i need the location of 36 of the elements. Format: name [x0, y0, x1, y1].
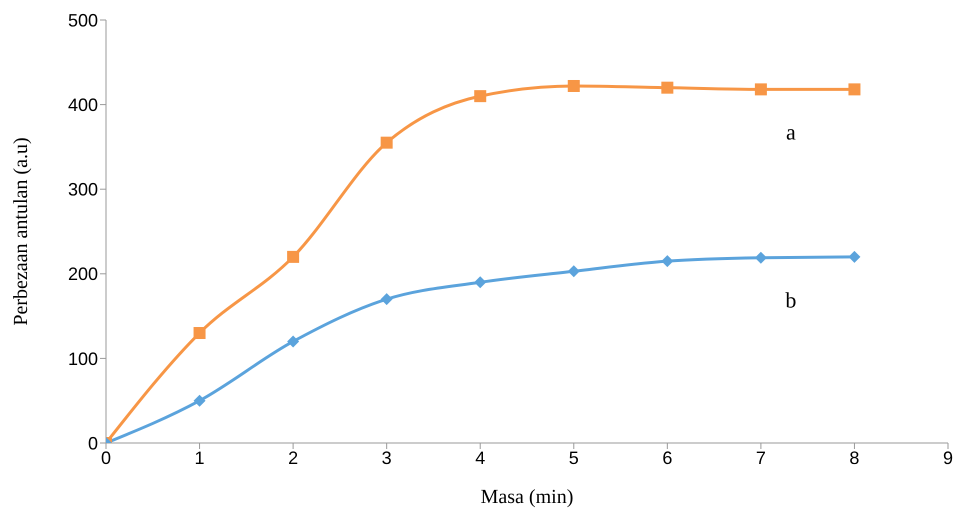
x-tick-label: 3	[382, 448, 392, 468]
x-tick-label: 1	[194, 448, 205, 468]
point	[661, 82, 674, 94]
y-axis-title: Perbezaan antulan (a.u)	[10, 137, 32, 326]
x-tick-label: 6	[662, 448, 672, 468]
point	[474, 90, 486, 102]
x-tick-label: 4	[475, 448, 486, 468]
y-tick-label: 100	[68, 348, 98, 369]
point	[474, 276, 486, 288]
y-tick-label: 400	[68, 94, 98, 115]
point	[848, 83, 860, 96]
y-tick-label: 200	[68, 264, 98, 284]
point	[194, 327, 206, 340]
point	[194, 394, 206, 407]
point	[661, 255, 674, 268]
x-tick-label: 7	[756, 448, 766, 468]
series-label: a	[786, 119, 796, 144]
point	[380, 293, 393, 306]
x-tick-label: 9	[942, 448, 954, 468]
y-tick-label: 500	[68, 10, 98, 30]
x-tick-label: 5	[568, 448, 579, 468]
y-tick-label: 0	[88, 433, 98, 454]
point	[287, 335, 300, 348]
x-tick-label: 2	[288, 448, 298, 468]
point	[754, 252, 767, 264]
x-tick-label: 0	[100, 448, 112, 468]
point	[380, 136, 393, 149]
y-tick-label: 300	[68, 180, 98, 200]
point	[568, 80, 580, 92]
point	[568, 265, 580, 278]
x-tick-label: 8	[849, 448, 860, 468]
point	[287, 250, 300, 263]
point	[848, 250, 860, 263]
point	[754, 83, 767, 96]
x-axis-title: Masa (min)	[480, 486, 574, 508]
series-label: b	[785, 288, 796, 313]
